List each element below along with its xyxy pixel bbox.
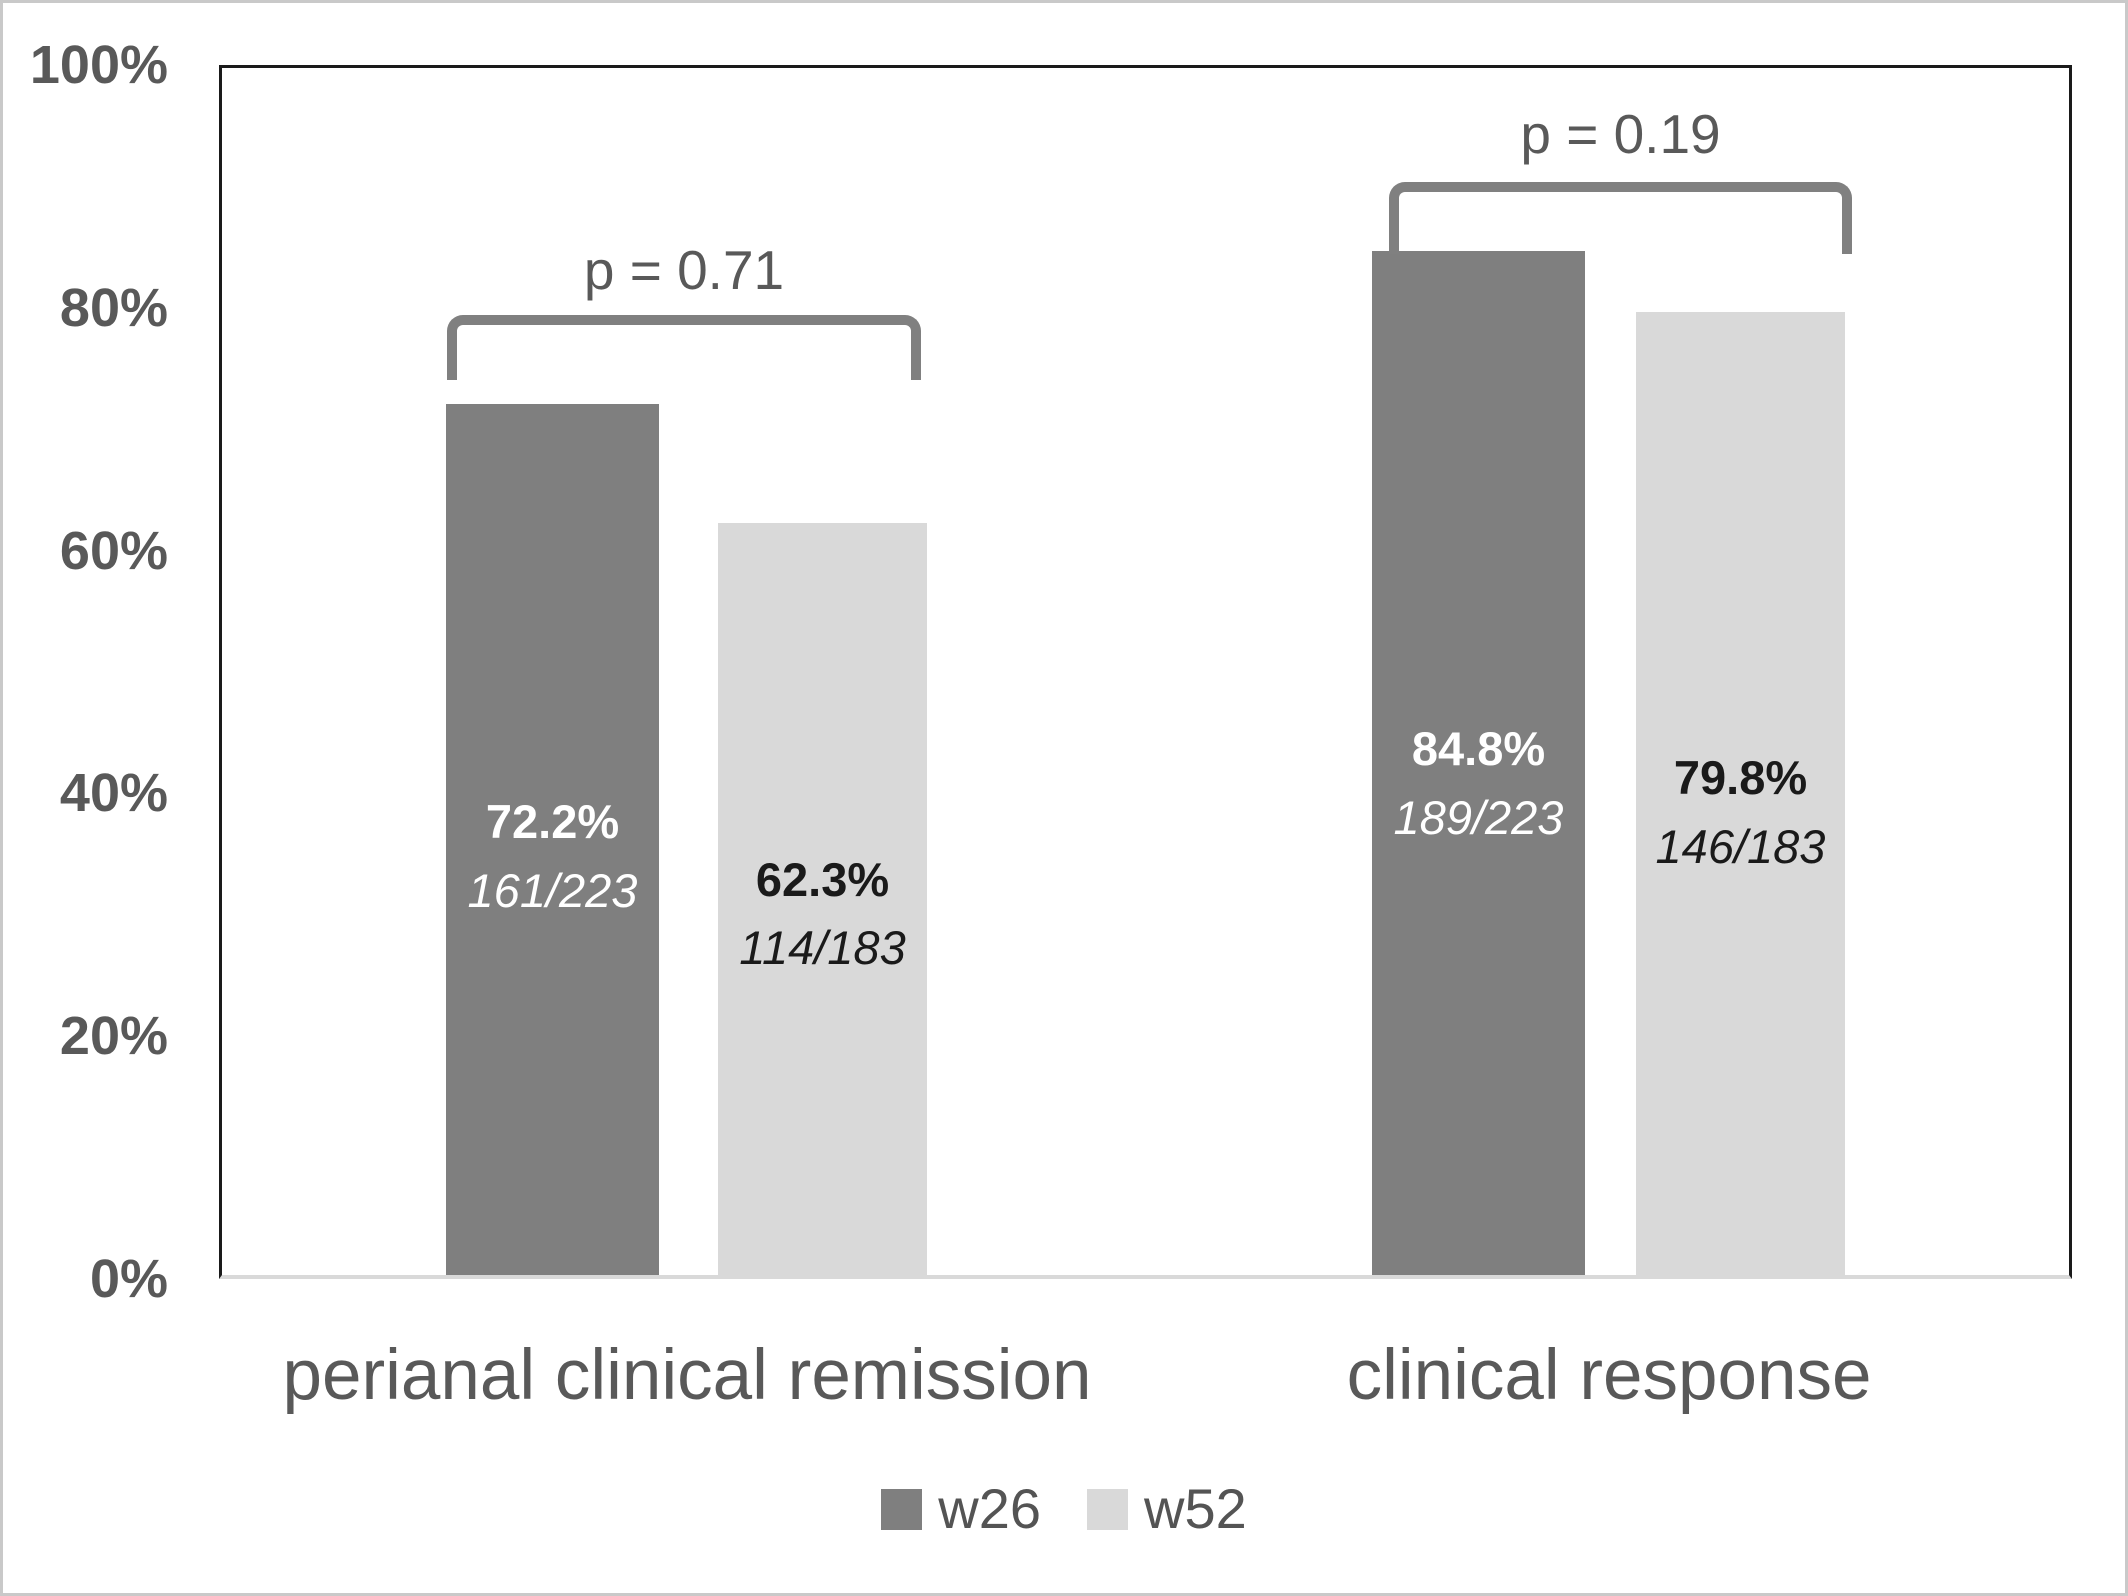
p-value-label: p = 0.19: [1520, 103, 1721, 165]
y-axis-tick-label: 20%: [59, 1006, 168, 1067]
category-label: clinical response: [1346, 1336, 1872, 1415]
bar-data-label: 72.2% 161/223: [446, 789, 659, 925]
bar-count-label: 189/223: [1393, 790, 1564, 844]
y-axis-tick-label: 80%: [59, 277, 168, 338]
bar-data-label: 79.8% 146/183: [1636, 745, 1845, 881]
y-axis-tick-label: 40%: [59, 763, 168, 824]
category-label: perianal clinical remission: [282, 1336, 1092, 1415]
bar-w26-perianal-clinical-remission: 72.2% 161/223: [446, 403, 659, 1275]
legend: w26 w52: [3, 1481, 2125, 1537]
legend-item-w52: w52: [1087, 1481, 1247, 1537]
y-axis-tick-label: 60%: [59, 520, 168, 581]
bar-count-label: 146/183: [1655, 819, 1826, 873]
bar-percentage-label: 62.3%: [755, 852, 890, 906]
y-axis-tick-label: 100%: [29, 35, 168, 95]
bar-data-label: 62.3% 114/183: [718, 846, 927, 982]
legend-swatch-w26: [881, 1488, 923, 1530]
bar-percentage-label: 72.2%: [485, 795, 620, 849]
legend-swatch-w52: [1087, 1488, 1128, 1530]
significance-bracket: [447, 315, 921, 380]
bar-data-label: 84.8% 189/223: [1372, 716, 1585, 852]
legend-label: w26: [938, 1477, 1041, 1540]
bar-count-label: 114/183: [739, 921, 906, 975]
significance-bracket: [1389, 182, 1852, 254]
y-axis-tick-label: 0%: [89, 1249, 168, 1309]
bar-w52-perianal-clinical-remission: 62.3% 114/183: [718, 523, 927, 1275]
bar-w26-clinical-response: 84.8% 189/223: [1372, 251, 1585, 1275]
plot-area: 72.2% 161/223 62.3% 114/183 p = 0.71 84.8% 189…: [219, 65, 2072, 1279]
bar-percentage-label: 79.8%: [1673, 751, 1808, 805]
legend-label: w52: [1144, 1477, 1247, 1540]
bar-percentage-label: 84.8%: [1411, 722, 1546, 776]
legend-item-w26: w26: [881, 1481, 1041, 1537]
p-value-label: p = 0.71: [583, 239, 785, 301]
bar-count-label: 161/223: [467, 863, 638, 917]
bar-w52-clinical-response: 79.8% 146/183: [1636, 311, 1845, 1275]
